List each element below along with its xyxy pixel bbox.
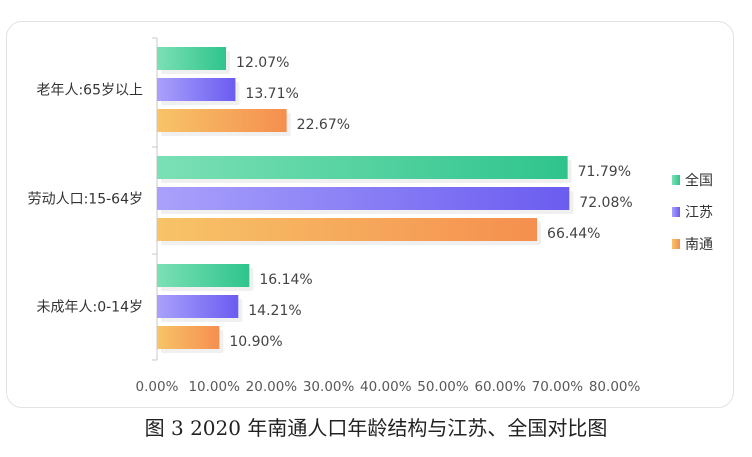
data-label: 71.79% (578, 164, 631, 180)
data-label: 72.08% (579, 195, 632, 211)
legend-swatch (672, 239, 680, 249)
chart-panel (6, 21, 734, 408)
x-tick-label: 10.00% (188, 379, 240, 395)
bar-chart: 0.00% 10.00% 20.00% 30.00% 40.00% 50.00% 60.00… (28, 37, 713, 395)
data-label: 22.67% (297, 117, 350, 133)
bar (157, 78, 236, 101)
bar (157, 156, 568, 179)
legend-swatch (672, 207, 680, 217)
legend-label: 江苏 (685, 205, 713, 221)
legend-label: 全国 (685, 172, 713, 189)
category-label: 老年人:65岁以上 (36, 83, 143, 99)
x-tick-label: 70.00% (532, 379, 584, 395)
legend-swatch (672, 175, 680, 185)
bar (157, 109, 287, 132)
data-label: 14.21% (248, 303, 301, 319)
bar (157, 187, 570, 210)
data-label: 66.44% (547, 226, 600, 242)
bar (157, 264, 250, 287)
data-label: 10.90% (229, 334, 282, 350)
x-tick-label: 80.00% (589, 379, 641, 395)
x-tick-label: 40.00% (360, 379, 412, 395)
x-tick-label: 20.00% (246, 379, 298, 395)
figure-caption: 图 3 2020 年南通人口年龄结构与江苏、全国对比图 (144, 416, 608, 440)
bar (157, 326, 220, 349)
category-label: 未成年人:0-14岁 (37, 300, 144, 316)
x-tick-label: 60.00% (474, 379, 526, 395)
legend-label: 南通 (685, 237, 713, 253)
data-label: 13.71% (245, 86, 298, 102)
bar (157, 218, 538, 241)
x-tick-label: 30.00% (303, 379, 355, 395)
data-label: 12.07% (236, 55, 289, 71)
x-tick-label: 50.00% (417, 379, 469, 395)
bar (157, 47, 227, 70)
bar (157, 295, 239, 318)
data-label: 16.14% (259, 272, 312, 288)
category-label: 劳动人口:15-64岁 (28, 192, 143, 208)
x-tick-label: 0.00% (136, 379, 179, 395)
